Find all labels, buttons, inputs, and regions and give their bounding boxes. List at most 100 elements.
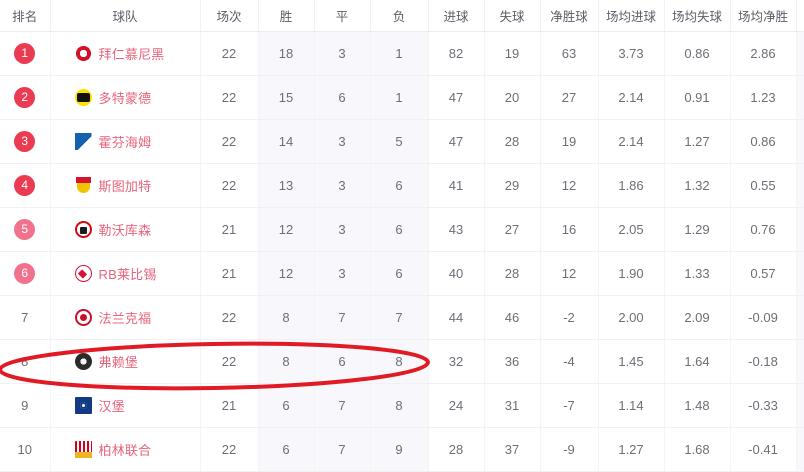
cell-played: 21: [200, 207, 259, 252]
cell-rank: 7: [0, 295, 51, 340]
team-wrapper: 多特蒙德: [74, 88, 200, 107]
cell-loss: 9: [370, 427, 429, 472]
cell-points: 30: [796, 339, 804, 384]
team-wrapper: 柏林联合: [74, 440, 200, 459]
cell-rank: 9: [0, 383, 51, 428]
cell-team[interactable]: 拜仁慕尼黑: [50, 31, 201, 76]
column-header-played[interactable]: 场次: [200, 0, 259, 32]
team-name-link[interactable]: 柏林联合: [98, 443, 152, 458]
column-header-goal-diff[interactable]: 净胜球: [540, 0, 599, 32]
cell-goals-against-per-game: 1.33: [664, 251, 731, 296]
team-name-link[interactable]: 斯图加特: [98, 179, 152, 194]
column-header-rank[interactable]: 排名: [0, 0, 51, 32]
cell-win: 6: [258, 427, 315, 472]
cell-goals-against: 36: [484, 339, 541, 384]
rank-badge: 1: [14, 43, 36, 64]
cell-goals-against-per-game: 1.27: [664, 119, 731, 164]
column-header-goal-diff-per-game[interactable]: 场均净胜: [730, 0, 797, 32]
column-header-draw[interactable]: 平: [314, 0, 371, 32]
cell-loss: 6: [370, 251, 429, 296]
cell-goals-for-per-game: 2.05: [598, 207, 665, 252]
cell-goals-for: 43: [428, 207, 485, 252]
cell-goals-for-per-game: 1.90: [598, 251, 665, 296]
cell-team[interactable]: 柏林联合: [50, 427, 201, 472]
cell-goals-against-per-game: 1.32: [664, 163, 731, 208]
team-name-link[interactable]: 霍芬海姆: [98, 135, 152, 150]
cell-goal-diff-per-game: -0.41: [730, 427, 797, 472]
column-header-goals-against[interactable]: 失球: [484, 0, 541, 32]
team-name-link[interactable]: 拜仁慕尼黑: [98, 47, 165, 62]
cell-win: 13: [258, 163, 315, 208]
cell-goals-against-per-game: 1.64: [664, 339, 731, 384]
team-wrapper: 法兰克福: [74, 308, 200, 327]
cell-goal-diff-per-game: -0.18: [730, 339, 797, 384]
cell-team[interactable]: 汉堡: [50, 383, 201, 428]
cell-draw: 6: [314, 339, 371, 384]
cell-win: 15: [258, 75, 315, 120]
column-header-goals-against-per-game[interactable]: 场均失球: [664, 0, 731, 32]
cell-goals-for: 47: [428, 119, 485, 164]
rank-badge: 2: [14, 87, 36, 108]
team-logo-icon: [74, 309, 92, 326]
cell-win: 14: [258, 119, 315, 164]
cell-goals-against-per-game: 1.29: [664, 207, 731, 252]
cell-team[interactable]: RB莱比锡: [50, 251, 201, 296]
cell-team[interactable]: 勒沃库森: [50, 207, 201, 252]
cell-team[interactable]: 霍芬海姆: [50, 119, 201, 164]
team-logo-icon: [74, 265, 92, 282]
rank-badge: 4: [14, 175, 36, 196]
cell-played: 21: [200, 383, 259, 428]
team-logo-icon: [74, 177, 92, 194]
cell-points: 25: [796, 427, 804, 472]
cell-played: 22: [200, 75, 259, 120]
team-logo-icon: [74, 45, 92, 62]
cell-team[interactable]: 法兰克福: [50, 295, 201, 340]
rank-badge: 6: [14, 263, 36, 284]
team-name-link[interactable]: 弗赖堡: [98, 355, 139, 370]
column-header-loss[interactable]: 负: [370, 0, 429, 32]
column-header-team[interactable]: 球队: [50, 0, 201, 32]
cell-loss: 1: [370, 31, 429, 76]
team-name-link[interactable]: 汉堡: [98, 399, 125, 414]
column-header-points[interactable]: 积分: [796, 0, 804, 32]
cell-team[interactable]: 弗赖堡: [50, 339, 201, 384]
cell-draw: 3: [314, 31, 371, 76]
rank-badge: 5: [14, 219, 36, 240]
team-name-link[interactable]: 勒沃库森: [98, 223, 152, 238]
cell-team[interactable]: 斯图加特: [50, 163, 201, 208]
team-wrapper: 弗赖堡: [74, 352, 200, 371]
cell-goal-diff-per-game: 0.57: [730, 251, 797, 296]
column-header-goals-for[interactable]: 进球: [428, 0, 485, 32]
team-name-link[interactable]: 多特蒙德: [98, 91, 152, 106]
team-wrapper: 霍芬海姆: [74, 132, 200, 151]
cell-team[interactable]: 多特蒙德: [50, 75, 201, 120]
cell-played: 22: [200, 163, 259, 208]
cell-draw: 3: [314, 163, 371, 208]
cell-win: 8: [258, 339, 315, 384]
team-wrapper: 拜仁慕尼黑: [74, 44, 200, 63]
cell-goal-diff: 63: [540, 31, 599, 76]
cell-rank: 10: [0, 427, 51, 472]
cell-played: 22: [200, 31, 259, 76]
team-name-link[interactable]: RB莱比锡: [98, 267, 157, 282]
column-header-win[interactable]: 胜: [258, 0, 315, 32]
cell-played: 21: [200, 251, 259, 296]
team-name-link[interactable]: 法兰克福: [98, 311, 152, 326]
cell-rank: 1: [0, 31, 51, 76]
cell-played: 22: [200, 427, 259, 472]
cell-goal-diff-per-game: 0.55: [730, 163, 797, 208]
cell-points: 45: [796, 119, 804, 164]
team-logo-icon: [74, 221, 92, 238]
column-header-goals-for-per-game[interactable]: 场均进球: [598, 0, 665, 32]
team-wrapper: 汉堡: [74, 396, 200, 415]
